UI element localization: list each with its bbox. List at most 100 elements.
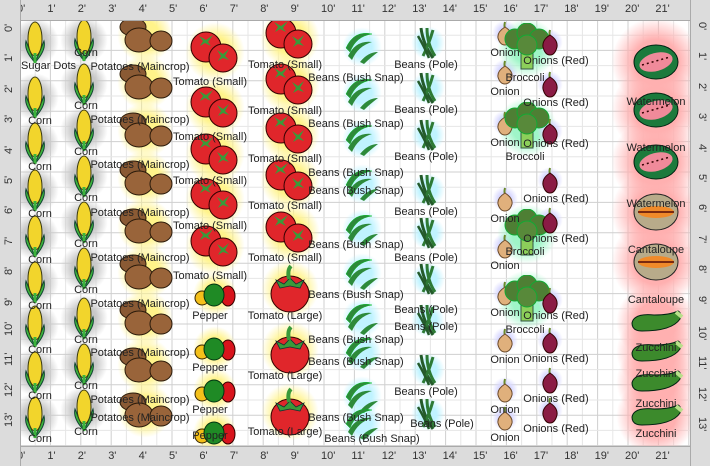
bean-icon[interactable] (342, 210, 382, 253)
tomato-icon[interactable] (264, 16, 316, 65)
broccoli-icon[interactable] (503, 22, 551, 78)
tomato-icon[interactable] (264, 158, 316, 207)
cantaloupe-icon[interactable] (632, 242, 680, 287)
broccoli-icon[interactable] (503, 274, 551, 330)
redonion-icon[interactable] (540, 117, 560, 150)
zucchini-icon[interactable] (628, 309, 684, 340)
redonion-icon[interactable] (540, 326, 560, 359)
watermelon-icon[interactable] (632, 143, 680, 186)
redonion-icon[interactable] (540, 206, 560, 239)
redonion-icon[interactable] (540, 70, 560, 103)
corn-icon[interactable] (22, 74, 48, 125)
corn-icon[interactable] (22, 349, 48, 400)
polebean-icon[interactable] (415, 216, 441, 255)
onion-icon[interactable] (495, 186, 515, 217)
corn-icon[interactable] (22, 120, 48, 171)
ruler-tick-label: 13' (3, 412, 15, 428)
polebean-icon[interactable] (415, 26, 441, 65)
plant-label: Beans (Bush Snap) (308, 356, 404, 368)
watermelon-icon[interactable] (632, 43, 680, 86)
tomatolarge-icon[interactable] (268, 387, 312, 442)
polebean-icon[interactable] (415, 71, 441, 110)
corn-icon[interactable] (71, 153, 97, 204)
bean-icon[interactable] (342, 333, 382, 376)
pepper-icon[interactable] (194, 335, 236, 366)
onion-icon[interactable] (495, 233, 515, 264)
bean-icon[interactable] (342, 28, 382, 71)
redonion-icon[interactable] (540, 166, 560, 199)
broccoli-icon[interactable] (503, 208, 551, 264)
redonion-icon[interactable] (540, 396, 560, 429)
corn-icon[interactable] (71, 107, 97, 158)
corn-icon[interactable] (71, 387, 97, 438)
corn-icon[interactable] (71, 199, 97, 250)
plant-label: Onion (490, 213, 520, 225)
corn-icon[interactable] (22, 213, 48, 264)
cantaloupe-icon[interactable] (632, 192, 680, 237)
tomatolarge-icon[interactable] (268, 264, 312, 319)
watermelon-icon[interactable] (632, 91, 680, 134)
redonion-icon[interactable] (540, 28, 560, 61)
plant-label: Sugar Dots (21, 60, 77, 72)
bean-icon[interactable] (342, 299, 382, 342)
tomato-icon[interactable] (189, 85, 241, 134)
corn-icon[interactable] (71, 245, 97, 296)
ruler-tick-label: 5' (169, 3, 178, 15)
broccoli-icon[interactable] (503, 101, 551, 157)
onion-icon[interactable] (495, 405, 515, 436)
potato-icon[interactable] (117, 252, 173, 297)
tomato-icon[interactable] (264, 210, 316, 259)
zucchini-icon[interactable] (628, 339, 684, 370)
potato-icon[interactable] (117, 15, 173, 60)
polebean-icon[interactable] (415, 173, 441, 212)
tomato-icon[interactable] (189, 177, 241, 226)
corn-icon[interactable] (22, 167, 48, 218)
corn-icon[interactable] (71, 61, 97, 112)
corn-icon[interactable] (22, 303, 48, 354)
tomato-icon[interactable] (189, 132, 241, 181)
redonion-icon[interactable] (540, 286, 560, 319)
ruler-tick-label: 3' (108, 450, 117, 462)
potato-icon[interactable] (117, 206, 173, 251)
potato-icon[interactable] (117, 158, 173, 203)
polebean-icon[interactable] (415, 262, 441, 301)
bean-icon[interactable] (342, 165, 382, 208)
potato-icon[interactable] (117, 345, 173, 390)
corn-icon[interactable] (22, 259, 48, 310)
onion-icon[interactable] (495, 59, 515, 90)
corn-icon[interactable] (71, 17, 97, 68)
zucchini-icon[interactable] (628, 369, 684, 400)
tomato-icon[interactable] (264, 111, 316, 160)
redonion-icon[interactable] (540, 366, 560, 399)
bean-icon[interactable] (342, 254, 382, 297)
tomato-icon[interactable] (189, 30, 241, 79)
zucchini-icon[interactable] (628, 403, 684, 434)
tomatolarge-icon[interactable] (268, 325, 312, 380)
corn-icon[interactable] (22, 394, 48, 445)
corn-icon[interactable] (71, 295, 97, 346)
bean-icon[interactable] (342, 74, 382, 117)
tomato-icon[interactable] (264, 62, 316, 111)
corn-icon[interactable] (22, 19, 48, 70)
polebean-icon[interactable] (415, 397, 441, 436)
tomato-icon[interactable] (189, 224, 241, 273)
plant-label: Beans (Bush Snap) (308, 118, 404, 130)
onion-icon[interactable] (495, 377, 515, 408)
bean-icon[interactable] (342, 120, 382, 163)
polebean-icon[interactable] (415, 303, 441, 342)
polebean-icon[interactable] (415, 353, 441, 392)
polebean-icon[interactable] (415, 118, 441, 157)
potato-icon[interactable] (117, 62, 173, 107)
bean-icon[interactable] (342, 404, 382, 447)
potato-icon[interactable] (117, 390, 173, 435)
potato-icon[interactable] (117, 298, 173, 343)
pepper-icon[interactable] (194, 377, 236, 408)
potato-icon[interactable] (117, 110, 173, 155)
pepper-icon[interactable] (194, 281, 236, 312)
corn-icon[interactable] (71, 341, 97, 392)
plant-label: Tomato (Small) (248, 59, 322, 71)
pepper-icon[interactable] (194, 419, 236, 450)
plant-label: Beans (Pole) (394, 252, 458, 264)
onion-icon[interactable] (495, 327, 515, 358)
